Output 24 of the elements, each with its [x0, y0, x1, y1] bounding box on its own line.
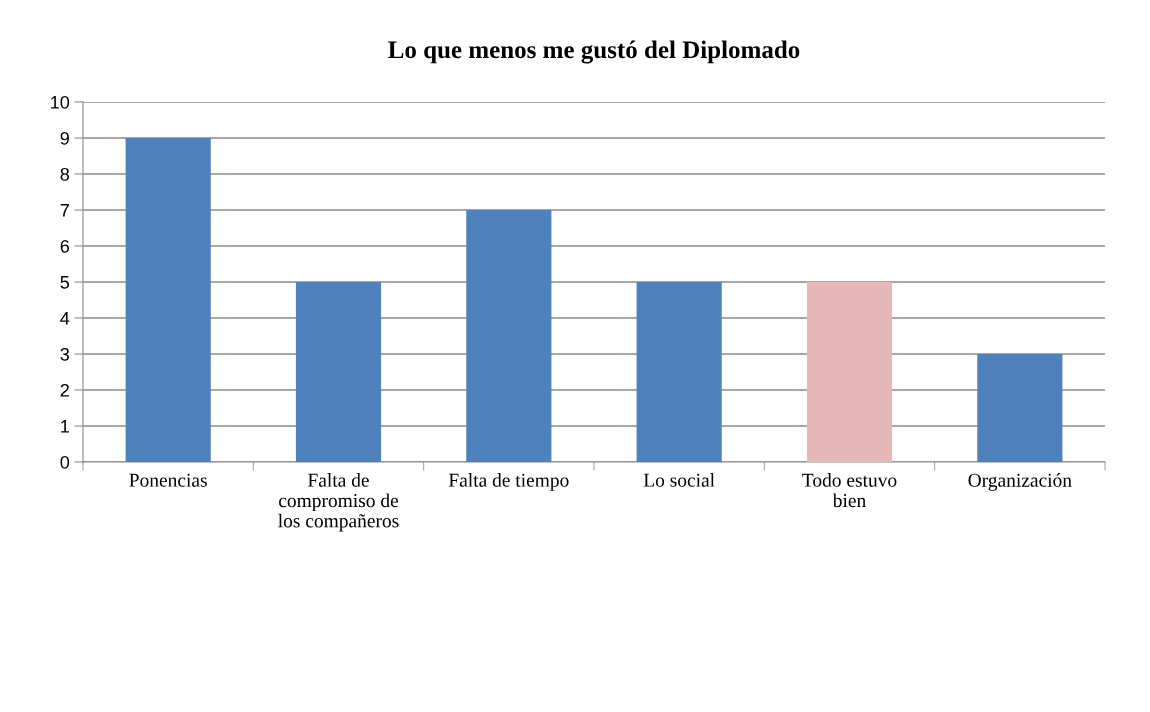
y-tick-label: 1: [61, 420, 69, 433]
x-tick-label: Falta de compromiso de los compañeros: [278, 473, 399, 532]
x-tick-label: Ponencias: [129, 473, 207, 487]
x-tick-label: Organización: [968, 473, 1072, 491]
y-tick-label: 10: [51, 95, 70, 109]
y-tick-label: 9: [60, 131, 69, 145]
y-tick-label: 6: [60, 239, 70, 253]
bar: [806, 282, 893, 462]
y-tick-label: 3: [60, 347, 70, 361]
x-tick-label: Falta de tiempo: [448, 473, 569, 491]
chart-title: Lo que menos me gustó del Diplomado: [388, 40, 800, 64]
y-tick-label: 2: [60, 383, 69, 397]
bar: [977, 354, 1063, 462]
bar: [295, 282, 382, 462]
y-tick-label: 4: [60, 312, 70, 325]
y-tick-label: 0: [60, 455, 70, 469]
bar: [636, 282, 722, 462]
x-tick-label: Todo estuvo bien: [802, 473, 897, 508]
y-tick-label: 8: [60, 167, 70, 181]
bar: [125, 138, 211, 462]
y-tick-label: 7: [60, 204, 69, 217]
x-tick-label: Lo social: [643, 473, 715, 487]
y-tick-label: 5: [60, 276, 70, 289]
bar: [466, 210, 552, 462]
